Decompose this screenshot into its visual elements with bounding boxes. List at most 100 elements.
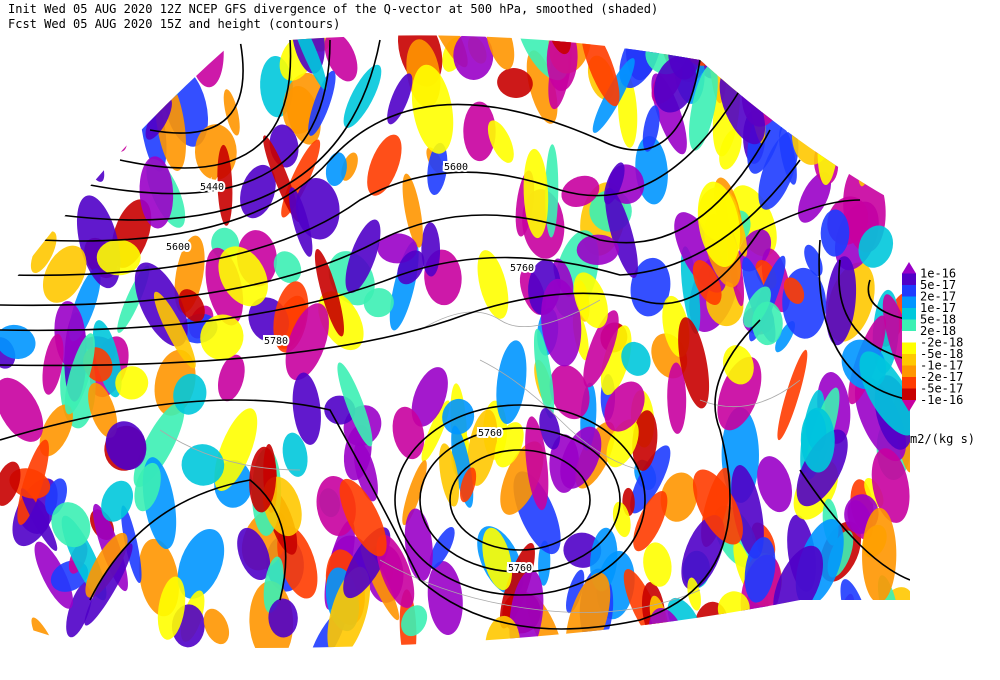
shading-cell <box>64 103 105 182</box>
shading-cell <box>5 188 31 236</box>
shading-cell <box>539 407 561 450</box>
contour-label: 5600 <box>444 162 468 173</box>
shading-cell <box>621 341 651 376</box>
shading-cell <box>402 173 423 248</box>
shading-cell <box>494 422 524 468</box>
shading-cell <box>642 105 660 152</box>
shading-cell <box>263 556 284 613</box>
shading-cell <box>757 456 793 513</box>
shading-cell <box>218 246 268 307</box>
shading-cell <box>240 164 276 219</box>
shading-cell <box>573 272 608 329</box>
shading-cell <box>40 82 89 147</box>
shading-cell <box>339 478 387 557</box>
shading-cell <box>66 581 93 638</box>
shading-cell <box>367 134 402 196</box>
shading-cell <box>667 362 687 434</box>
shading-cell <box>0 72 31 156</box>
shading-cell <box>249 446 277 513</box>
shading-cell <box>765 35 781 68</box>
shading-cell <box>565 569 585 614</box>
shading-cell <box>42 245 87 303</box>
shading-cell <box>200 314 244 360</box>
shading-cell <box>604 381 645 432</box>
shading-cell <box>549 364 590 420</box>
contour <box>89 469 910 601</box>
shading-cell <box>482 527 513 591</box>
shading-cell <box>460 467 477 503</box>
shading-cell <box>803 40 852 121</box>
shading-cell <box>643 542 672 587</box>
shading-cell <box>497 68 533 98</box>
coastline <box>159 299 801 613</box>
contours <box>0 39 910 630</box>
shading-cell <box>153 291 196 369</box>
shading-cell <box>157 576 186 640</box>
contour-label: 5760 <box>478 428 502 439</box>
shading-cell <box>314 249 344 337</box>
shading-cell <box>325 152 347 187</box>
contour <box>39 59 701 242</box>
legend: 1e-165e-172e-171e-175e-182e-18-2e-18-5e-… <box>902 262 963 412</box>
legend-label: -1e-17 <box>920 359 963 373</box>
shading-cell <box>681 515 725 590</box>
shading-cell <box>268 598 298 638</box>
legend-label: 2e-17 <box>920 290 956 304</box>
shading-cell <box>115 366 149 400</box>
shading-cell <box>181 444 225 486</box>
shading-cell <box>387 73 413 125</box>
shading-cell <box>411 367 448 427</box>
shading-cell <box>55 86 92 124</box>
shading-cell <box>477 250 509 319</box>
shading-cell <box>145 97 172 140</box>
shading-cell <box>285 303 329 381</box>
shading-cell <box>485 35 515 70</box>
contour-label: 5760 <box>508 563 532 574</box>
shading-cell <box>0 79 23 146</box>
shading-cell <box>775 602 820 648</box>
shading-cell <box>96 239 141 276</box>
shading-cell <box>883 143 910 195</box>
legend-swatch <box>902 319 916 331</box>
shading-cell <box>37 145 79 195</box>
legend-swatch <box>902 308 916 320</box>
legend-swatch <box>902 273 916 285</box>
shading-cell <box>282 432 308 477</box>
shading-cell <box>93 69 131 145</box>
legend-label: 1e-16 <box>920 267 956 281</box>
shading-cell <box>560 426 602 489</box>
shading-cell <box>753 614 793 648</box>
shading-cell <box>890 80 910 115</box>
shading-cell <box>178 289 205 322</box>
shading-cell <box>324 35 358 82</box>
shading-cell <box>526 50 558 124</box>
legend-swatch <box>902 365 916 377</box>
shading-cell <box>376 534 415 608</box>
shading-cell <box>689 64 718 151</box>
legend-label: -2e-17 <box>920 370 963 384</box>
shading-cell <box>884 35 910 69</box>
shading-cell <box>80 35 124 73</box>
contour <box>394 404 646 596</box>
shading-cell <box>134 462 161 512</box>
contour <box>0 159 801 332</box>
contour-label: 5760 <box>510 263 534 274</box>
shading-cell <box>783 277 805 304</box>
shading-cell <box>496 340 527 424</box>
shading-cell <box>439 443 460 507</box>
shading-cell <box>463 101 496 162</box>
shading-cell <box>743 286 771 328</box>
shading-cell <box>533 328 555 419</box>
shading-cell <box>790 35 834 58</box>
shading-cell <box>523 148 549 239</box>
shading-cell <box>292 372 321 445</box>
contour <box>0 129 771 307</box>
shading-cell <box>402 460 427 526</box>
shading-cell <box>777 349 808 441</box>
shading-cell <box>218 354 245 402</box>
contour <box>419 427 621 573</box>
legend-unit: m2/(kg s) <box>910 432 975 446</box>
contour-label: 5780 <box>264 336 288 347</box>
shading-cell <box>612 501 631 538</box>
shading-cell <box>832 593 855 648</box>
